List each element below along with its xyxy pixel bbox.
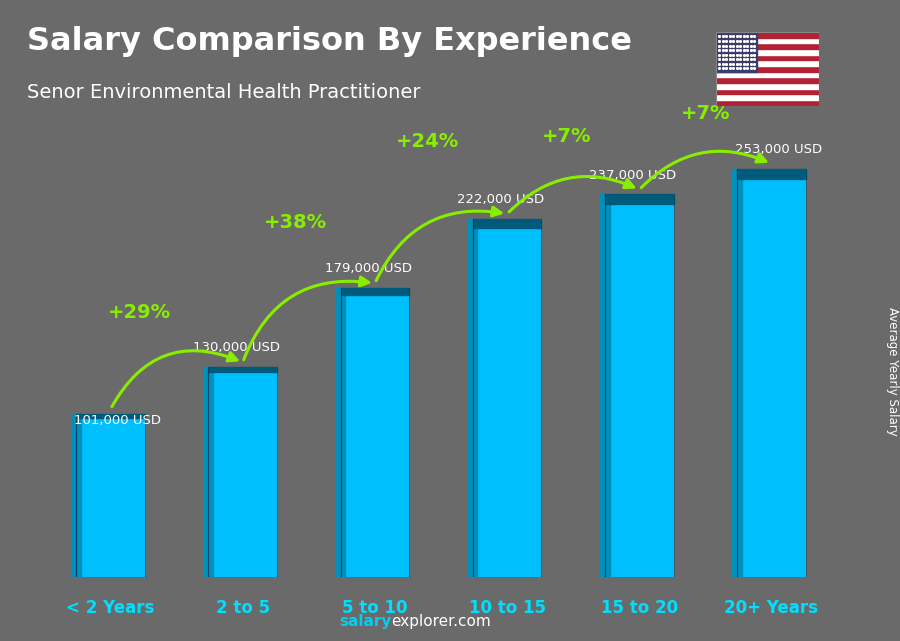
Bar — [737, 169, 806, 179]
Bar — [716, 94, 819, 100]
Text: +38%: +38% — [264, 213, 328, 231]
Text: 5 to 10: 5 to 10 — [342, 599, 408, 617]
Text: 2 to 5: 2 to 5 — [216, 599, 270, 617]
Text: +7%: +7% — [680, 104, 730, 124]
Bar — [733, 169, 742, 577]
Bar — [716, 44, 819, 49]
Text: 179,000 USD: 179,000 USD — [325, 262, 412, 275]
Bar — [716, 100, 819, 106]
Text: +29%: +29% — [108, 303, 171, 322]
Bar — [605, 194, 673, 577]
Text: +24%: +24% — [396, 132, 459, 151]
Text: 222,000 USD: 222,000 USD — [457, 193, 544, 206]
Bar — [468, 219, 477, 577]
Bar — [605, 194, 673, 204]
Bar — [472, 219, 542, 228]
Text: < 2 Years: < 2 Years — [67, 599, 155, 617]
Bar — [716, 66, 819, 72]
Bar — [340, 288, 410, 296]
Bar — [737, 169, 806, 577]
Bar — [716, 49, 819, 54]
Bar — [716, 38, 819, 44]
Text: 237,000 USD: 237,000 USD — [590, 169, 676, 181]
Text: 15 to 20: 15 to 20 — [600, 599, 678, 617]
Bar — [208, 367, 277, 372]
Bar — [208, 367, 277, 577]
Text: 130,000 USD: 130,000 USD — [193, 341, 280, 354]
Bar — [716, 60, 819, 66]
Bar — [716, 78, 819, 83]
Text: salary: salary — [339, 615, 392, 629]
Text: +7%: +7% — [542, 127, 591, 146]
Text: Average Yearly Salary: Average Yearly Salary — [886, 308, 899, 436]
Text: 253,000 USD: 253,000 USD — [734, 143, 822, 156]
Bar — [716, 83, 819, 88]
Bar — [472, 219, 542, 577]
Text: 10 to 15: 10 to 15 — [469, 599, 545, 617]
Bar — [71, 414, 81, 577]
Bar — [203, 367, 213, 577]
Bar — [716, 54, 819, 60]
Text: 101,000 USD: 101,000 USD — [74, 414, 160, 427]
Bar — [340, 288, 410, 577]
Bar — [600, 194, 609, 577]
Text: Salary Comparison By Experience: Salary Comparison By Experience — [27, 26, 632, 56]
Bar — [76, 414, 145, 418]
Text: explorer.com: explorer.com — [392, 615, 491, 629]
Bar — [716, 72, 819, 78]
Bar — [76, 414, 145, 577]
Bar — [716, 32, 757, 72]
Text: 20+ Years: 20+ Years — [724, 599, 818, 617]
Bar — [336, 288, 346, 577]
Bar — [716, 88, 819, 94]
Text: Senor Environmental Health Practitioner: Senor Environmental Health Practitioner — [27, 83, 420, 103]
Bar — [716, 32, 819, 38]
